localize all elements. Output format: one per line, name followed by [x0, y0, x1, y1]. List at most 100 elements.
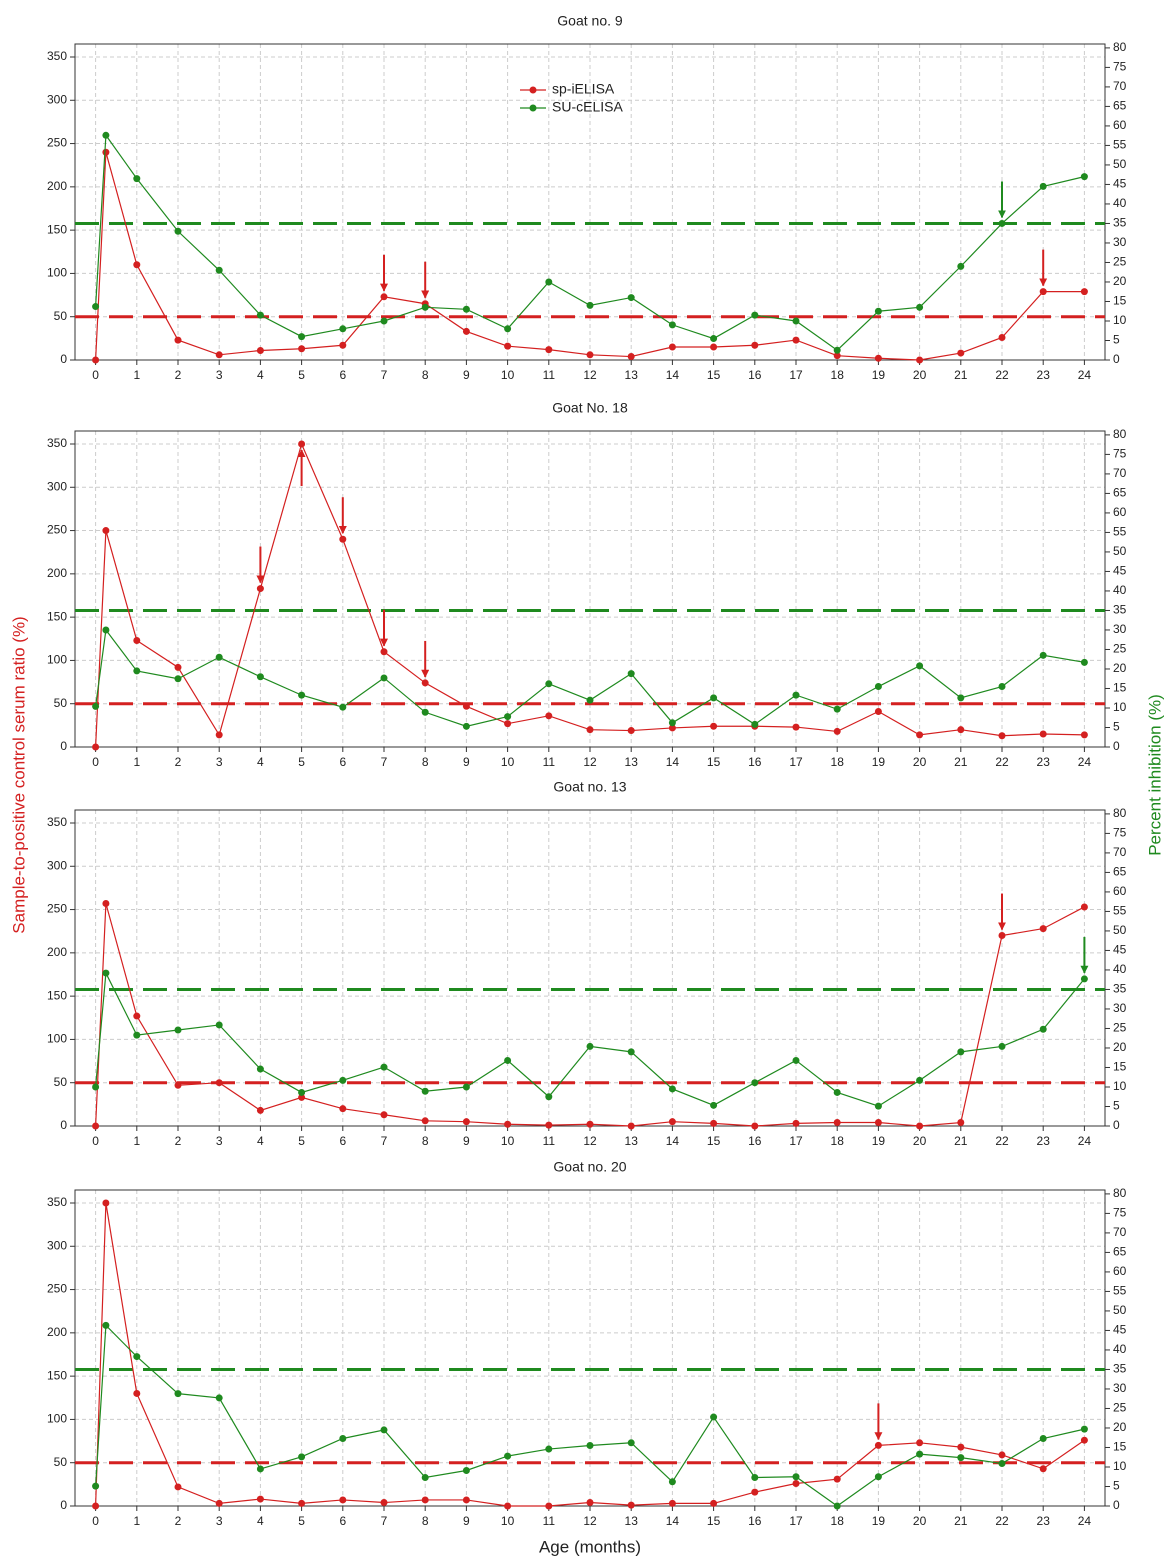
x-tick-label: 15: [707, 368, 721, 382]
y2-tick-label: 0: [1113, 1498, 1120, 1512]
point: [339, 1105, 347, 1113]
y-tick-label: 350: [47, 436, 67, 450]
point: [833, 346, 841, 354]
y-tick-label: 300: [47, 858, 67, 872]
y2-tick-label: 5: [1113, 333, 1120, 347]
point: [504, 325, 512, 333]
point: [256, 311, 264, 319]
y2-tick-label: 50: [1113, 923, 1127, 937]
point: [421, 1496, 429, 1504]
x-tick-label: 21: [954, 368, 968, 382]
x-tick-label: 13: [625, 368, 639, 382]
point: [874, 1102, 882, 1110]
point: [1039, 651, 1047, 659]
point: [627, 670, 635, 678]
y2-tick-label: 30: [1113, 1001, 1127, 1015]
point: [380, 1426, 388, 1434]
y2-tick-label: 70: [1113, 845, 1127, 859]
y-tick-label: 200: [47, 1325, 67, 1339]
series-line: [95, 970, 1085, 1107]
x-tick-label: 20: [913, 755, 927, 769]
y-tick-label: 150: [47, 222, 67, 236]
point: [339, 1076, 347, 1084]
point: [874, 1441, 882, 1449]
x-tick-label: 0: [92, 1134, 99, 1148]
point: [1080, 288, 1088, 296]
legend-label: sp-iELISA: [552, 81, 615, 97]
y2-tick-label: 5: [1113, 1479, 1120, 1493]
y-tick-label: 50: [54, 309, 68, 323]
point: [174, 663, 182, 671]
point: [751, 311, 759, 319]
y2-tick-label: 30: [1113, 1381, 1127, 1395]
point: [102, 1199, 110, 1207]
point: [627, 1501, 635, 1509]
series-line: [95, 152, 1085, 361]
point: [874, 683, 882, 691]
point: [298, 1093, 306, 1101]
point: [504, 1502, 512, 1510]
point: [256, 1065, 264, 1073]
point: [916, 1450, 924, 1458]
y-tick-label: 0: [60, 1118, 67, 1132]
point: [380, 293, 388, 301]
y2-tick-label: 50: [1113, 1303, 1127, 1317]
y2-tick-label: 40: [1113, 962, 1127, 976]
point: [710, 722, 718, 730]
point: [504, 1120, 512, 1128]
point: [133, 261, 141, 269]
x-tick-label: 23: [1037, 368, 1051, 382]
x-tick-label: 14: [666, 368, 680, 382]
x-tick-label: 12: [583, 368, 597, 382]
point: [957, 1454, 965, 1462]
y2-tick-label: 60: [1113, 118, 1127, 132]
plot-frame: [74, 430, 1106, 748]
point: [174, 675, 182, 683]
x-tick-label: 2: [175, 1134, 182, 1148]
y2-tick-label: 75: [1113, 1206, 1127, 1220]
point: [504, 713, 512, 721]
point: [462, 1466, 470, 1474]
y-tick-label: 100: [47, 653, 67, 667]
x-tick-label: 22: [995, 368, 1009, 382]
point: [339, 703, 347, 711]
point: [998, 932, 1006, 940]
legend-label: SU-cELISA: [552, 99, 623, 115]
point: [421, 1474, 429, 1482]
point: [256, 673, 264, 681]
point: [339, 535, 347, 543]
x-tick-label: 22: [995, 1134, 1009, 1148]
point: [421, 708, 429, 716]
point: [792, 317, 800, 325]
y2-tick-label: 0: [1113, 739, 1120, 753]
x-tick-label: 5: [298, 1514, 305, 1528]
point: [545, 346, 553, 354]
y2-tick-label: 65: [1113, 486, 1127, 500]
x-tick-label: 6: [339, 1514, 346, 1528]
point: [1039, 1435, 1047, 1443]
y2-tick-label: 55: [1113, 1284, 1127, 1298]
point: [957, 1119, 965, 1127]
point: [92, 1482, 100, 1490]
point: [627, 1048, 635, 1056]
point: [504, 1452, 512, 1460]
point: [133, 1389, 141, 1397]
point: [504, 342, 512, 350]
x-tick-label: 14: [666, 1134, 680, 1148]
point: [92, 1083, 100, 1091]
point: [957, 694, 965, 702]
x-tick-label: 7: [381, 1514, 388, 1528]
y-tick-label: 0: [60, 739, 67, 753]
y-tick-label: 50: [54, 1455, 68, 1469]
point: [339, 341, 347, 349]
y-tick-label: 300: [47, 92, 67, 106]
point: [462, 1118, 470, 1126]
point: [833, 1119, 841, 1127]
point: [586, 301, 594, 309]
point: [174, 1026, 182, 1034]
point: [751, 1488, 759, 1496]
point: [339, 1496, 347, 1504]
y2-tick-label: 30: [1113, 622, 1127, 636]
x-tick-label: 3: [216, 1134, 223, 1148]
y2-tick-label: 25: [1113, 255, 1127, 269]
